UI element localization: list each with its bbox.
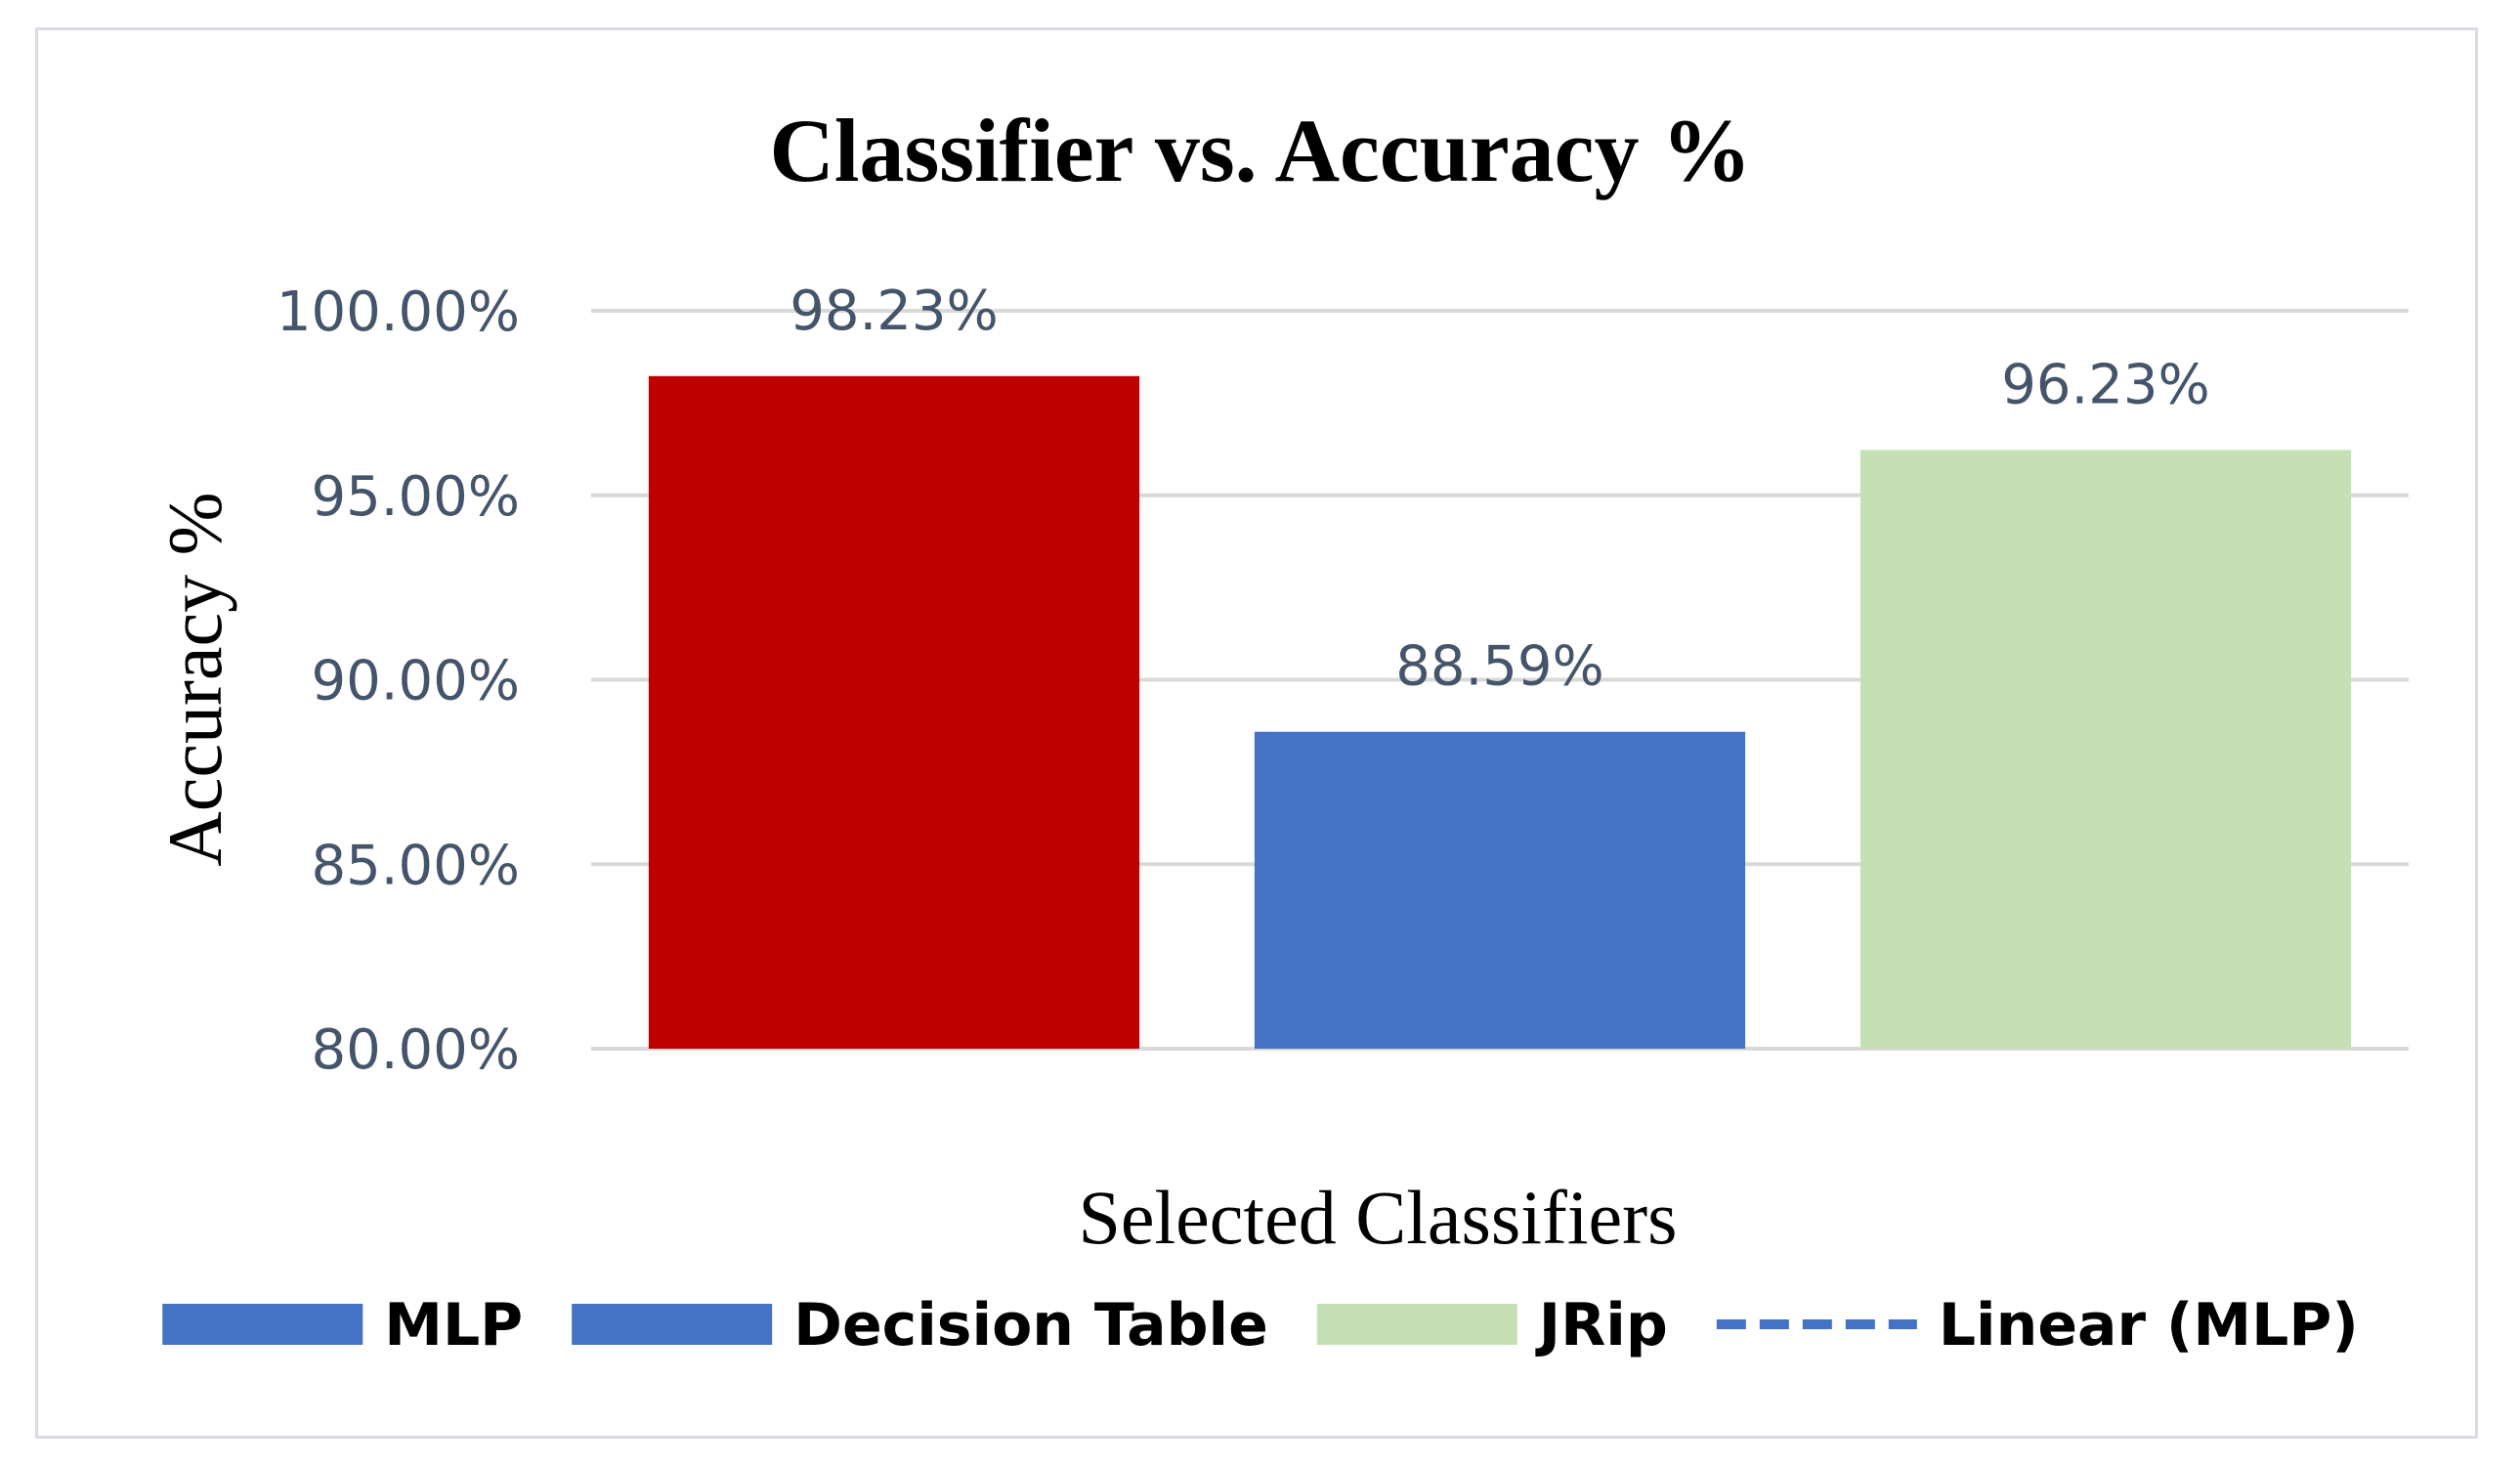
y-axis-title: Accuracy % <box>152 492 237 866</box>
legend-label-mlp: MLP <box>384 1291 523 1359</box>
data-label: 98.23% <box>790 280 999 343</box>
y-tick-label: 80.00% <box>311 1018 520 1082</box>
bar-jrip <box>1859 450 2352 1049</box>
bars <box>648 375 2352 1049</box>
y-tick-label: 100.00% <box>277 280 520 344</box>
data-labels: 98.23% 88.59% 96.23% <box>790 280 2210 699</box>
chart-title: Classifier vs. Accuracy % <box>769 101 1751 200</box>
legend-swatch-mlp <box>162 1304 363 1345</box>
legend: MLP Decision Table JRip Linear (MLP) <box>162 1291 2359 1359</box>
legend-swatch-decision-table <box>572 1304 773 1345</box>
bar-mlp <box>648 375 1140 1049</box>
legend-swatch-jrip <box>1316 1304 1517 1345</box>
data-label: 88.59% <box>1395 635 1604 699</box>
y-tick-label: 90.00% <box>311 650 520 713</box>
x-axis-title: Selected Classifiers <box>1079 1175 1678 1260</box>
y-axis-ticks: 80.00% 85.00% 90.00% 95.00% 100.00% <box>277 280 520 1082</box>
bar-decision-table <box>1254 731 1746 1049</box>
y-tick-label: 85.00% <box>311 834 520 897</box>
legend-label-decision-table: Decision Table <box>793 1291 1268 1359</box>
legend-label-linear-mlp: Linear (MLP) <box>1939 1291 2359 1359</box>
legend-label-jrip: JRip <box>1535 1291 1668 1359</box>
y-tick-label: 95.00% <box>311 465 520 529</box>
data-label: 96.23% <box>2001 353 2210 416</box>
